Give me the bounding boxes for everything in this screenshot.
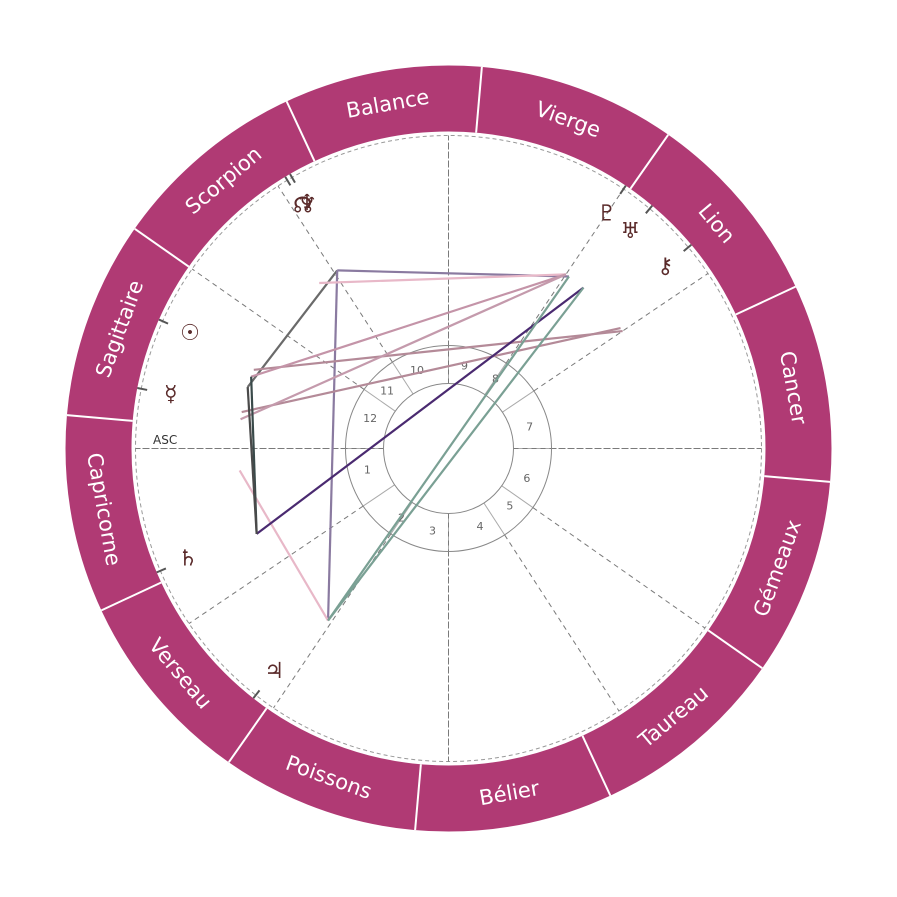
sign-divider — [100, 581, 162, 612]
house-number: 5 — [506, 499, 513, 512]
house-cusp-inner — [501, 485, 534, 508]
sign-divider — [66, 414, 133, 422]
uranus-icon: ♅ — [621, 219, 641, 244]
sign-divider — [475, 66, 483, 133]
asc-label: ASC — [153, 433, 177, 447]
house-cusp-inner — [362, 484, 395, 507]
pluto-icon: ♇ — [597, 201, 617, 226]
sign-divider — [228, 707, 268, 763]
house-cusp-inner — [483, 502, 506, 536]
aspect-line — [240, 273, 567, 421]
sun-icon: ☉ — [180, 321, 200, 346]
planet-glyphs: ☉ ☿ ♄ ♃ ♇♅ ⚷ ☊♆ — [137, 173, 692, 699]
zodiac-band — [65, 65, 832, 832]
house-cusp-line — [505, 188, 624, 364]
house-number: 11 — [380, 385, 394, 398]
house-cusp-line — [533, 273, 709, 392]
planet-tick — [158, 318, 169, 325]
aspect-line — [246, 387, 258, 534]
house-cusp-inner — [390, 502, 413, 535]
sign-divider — [581, 735, 612, 797]
aspect-lines — [238, 269, 623, 622]
node-icon: ☊ — [293, 193, 313, 218]
planet-tick — [289, 173, 296, 184]
house-number: 7 — [526, 420, 533, 433]
aspect-line — [250, 273, 567, 378]
aspect-line — [327, 275, 570, 622]
house-cusp-inner — [363, 389, 396, 412]
house-cusp-line — [273, 533, 392, 709]
house-number: 4 — [476, 520, 483, 533]
sign-divider — [414, 764, 422, 831]
house-cusp-inner — [391, 361, 414, 395]
sign-divider — [285, 100, 316, 162]
sign-divider — [764, 475, 831, 483]
house-cusps — [135, 135, 762, 762]
aspect-line — [327, 286, 585, 622]
aspect-line — [319, 273, 566, 285]
house-cusp-line — [188, 505, 364, 624]
house-outer-circle — [345, 345, 552, 552]
house-number: 3 — [429, 524, 436, 537]
house-cusp-line — [191, 268, 365, 390]
planet-tick — [137, 387, 148, 391]
planet-tick — [252, 689, 261, 699]
aspect-line — [246, 269, 339, 388]
planet-tick — [156, 567, 167, 574]
mercury-icon: ☿ — [164, 382, 178, 407]
sign-divider — [707, 629, 763, 669]
house-cusp-line — [504, 534, 620, 712]
aspect-line — [255, 286, 585, 535]
house-number: 9 — [461, 360, 468, 373]
sign-divider — [629, 134, 669, 190]
house-cusp-inner — [502, 390, 535, 413]
chiron-icon: ⚷ — [657, 254, 673, 279]
house-number: 1 — [364, 464, 371, 477]
house-cusp-line — [532, 507, 706, 629]
house-number: 8 — [492, 372, 499, 385]
jupiter-icon: ♃ — [264, 659, 284, 684]
house-number: 12 — [363, 412, 377, 425]
house-cusp-inner — [484, 362, 507, 395]
neptune-icon: ♆ — [297, 191, 317, 216]
saturn-icon: ♄ — [178, 547, 198, 572]
planet-tick — [284, 176, 292, 186]
sign-divider — [134, 228, 190, 268]
planet-tick — [619, 185, 627, 195]
aspect-line — [238, 469, 329, 622]
house-number: 6 — [523, 472, 530, 485]
planet-tick — [645, 205, 654, 214]
house-number: 2 — [398, 512, 405, 525]
planet-tick — [683, 243, 692, 252]
aspect-line — [326, 270, 339, 621]
aspect-line — [241, 326, 621, 414]
aspect-line — [253, 329, 623, 371]
sign-divider — [735, 285, 797, 316]
house-cusp-line — [277, 185, 393, 363]
